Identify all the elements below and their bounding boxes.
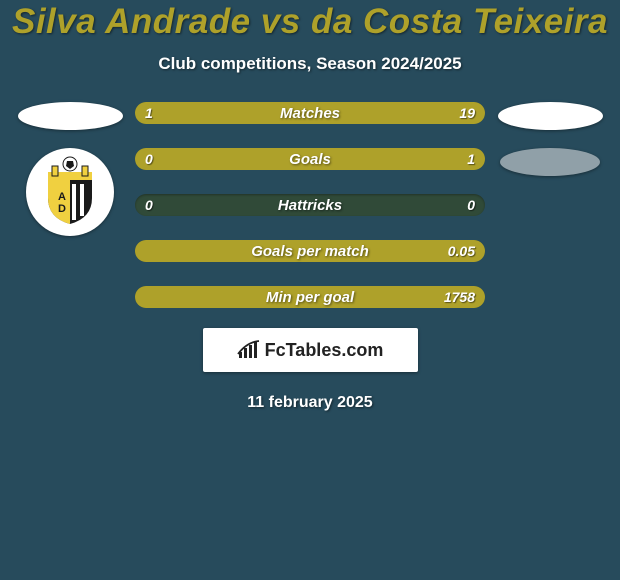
stat-value-left: 1	[145, 105, 153, 121]
right-club-placeholder	[500, 148, 600, 176]
bar-chart-icon	[237, 340, 261, 360]
stat-value-right: 0.05	[448, 243, 475, 259]
stat-value-right: 19	[459, 105, 475, 121]
stat-value-right: 1	[467, 151, 475, 167]
subtitle: Club competitions, Season 2024/2025	[0, 54, 620, 74]
right-player-oval	[498, 102, 603, 130]
stat-label: Min per goal	[266, 289, 354, 306]
stat-row: 0 Hattricks 0	[135, 194, 485, 216]
stat-value-right: 0	[467, 197, 475, 213]
stat-label: Goals	[289, 151, 331, 168]
stat-value-left: 0	[145, 151, 153, 167]
stats-column: 1 Matches 19 0 Goals 1 0 Hattricks 0 Goals per ma…	[135, 102, 485, 308]
svg-text:D: D	[58, 203, 66, 215]
page-title: Silva Andrade vs da Costa Teixeira	[0, 2, 620, 42]
date-text: 11 february 2025	[0, 394, 620, 412]
stat-label: Hattricks	[278, 197, 342, 214]
stat-row: Min per goal 1758	[135, 286, 485, 308]
comparison-main: A D 1 Matches 19 0 Goals 1 0 Hattricks 0 Goals pe…	[0, 102, 620, 308]
left-player-oval	[18, 102, 123, 130]
right-player-column	[495, 102, 605, 176]
svg-text:A: A	[58, 191, 66, 203]
left-player-column: A D	[15, 102, 125, 236]
brand-text: FcTables.com	[265, 340, 384, 361]
stat-value-right: 1758	[444, 289, 475, 305]
stat-row: 1 Matches 19	[135, 102, 485, 124]
stat-row: 0 Goals 1	[135, 148, 485, 170]
brand-attribution: FcTables.com	[203, 328, 418, 372]
stat-row: Goals per match 0.05	[135, 240, 485, 262]
left-club-logo: A D	[26, 148, 114, 236]
stat-label: Goals per match	[251, 243, 369, 260]
stat-label: Matches	[280, 105, 340, 122]
club-shield-icon: A D	[34, 156, 106, 228]
stat-value-left: 0	[145, 197, 153, 213]
